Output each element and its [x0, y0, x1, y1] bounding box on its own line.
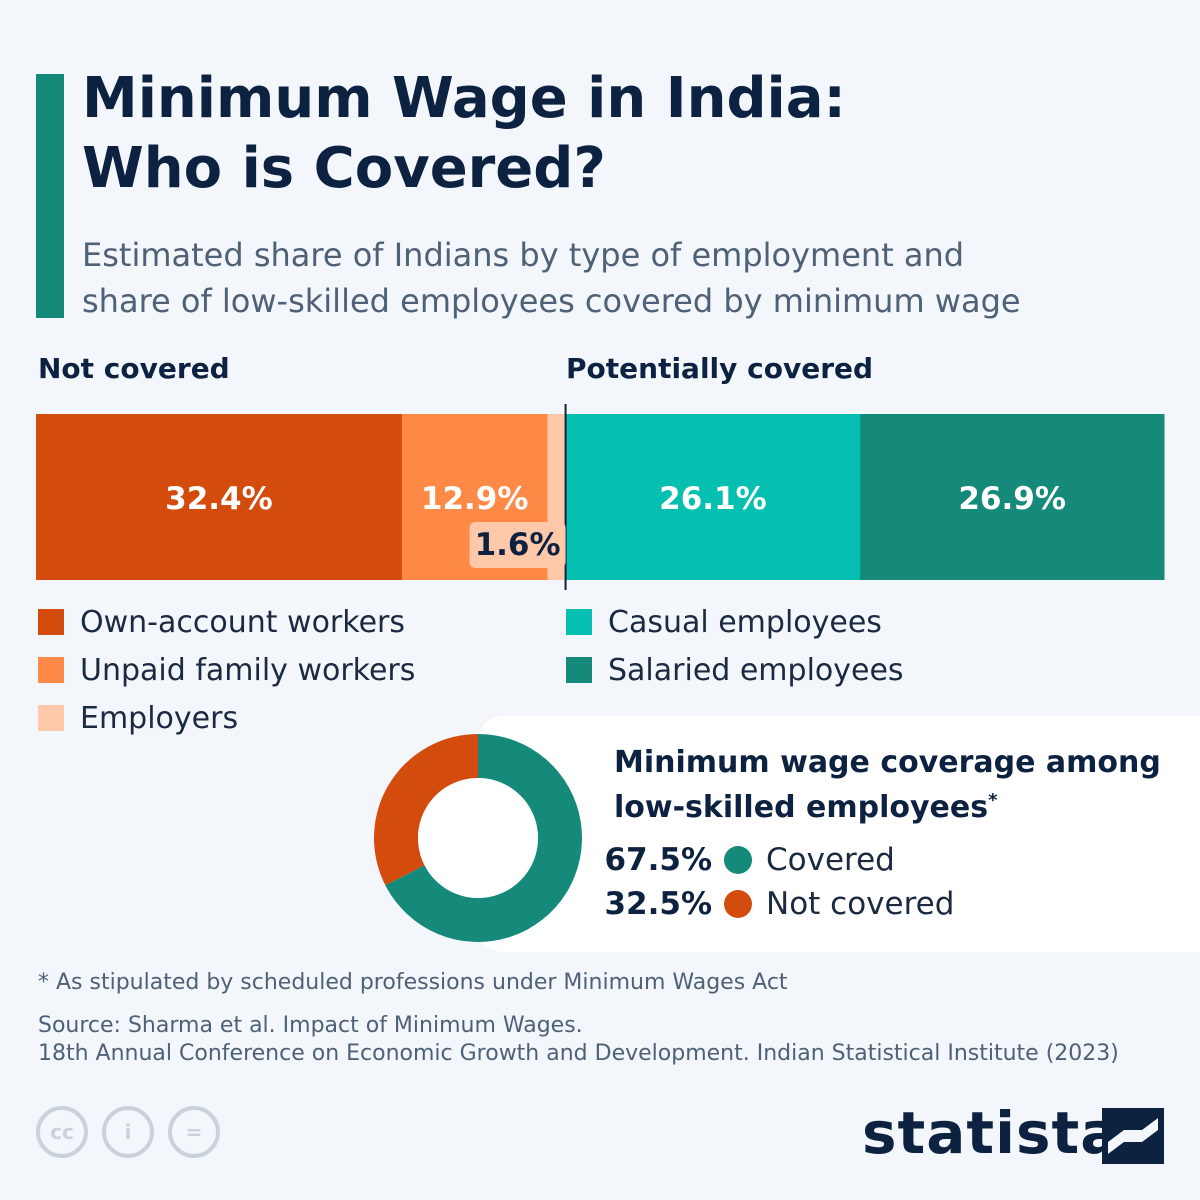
donut-slice-covered — [385, 734, 582, 942]
coverage-dot-not-covered — [724, 890, 752, 918]
legend-label: Unpaid family workers — [80, 652, 416, 688]
page-title: Minimum Wage in India: Who is Covered? — [82, 64, 1162, 204]
license-icons: cc i = — [36, 1106, 220, 1158]
subtitle-line-2: share of low-skilled employees covered b… — [82, 282, 1021, 320]
legend-label: Employers — [80, 700, 239, 736]
coverage-panel — [476, 716, 1200, 952]
legend-swatch-casual — [566, 609, 592, 635]
bar-label-salaried: 26.9% — [958, 481, 1066, 517]
bar-segment-own-account — [36, 414, 403, 580]
coverage-row-covered: 67.5% Covered — [600, 838, 895, 882]
coverage-row-not-covered: 32.5% Not covered — [600, 882, 954, 926]
title-line-2: Who is Covered? — [82, 136, 606, 201]
legend-label: Own-account workers — [80, 604, 405, 640]
bar-segment-casual — [565, 414, 861, 580]
statista-wordmark[interactable]: statista — [862, 1099, 1121, 1167]
attribution-icon[interactable]: i — [102, 1106, 154, 1158]
legend-swatch-salaried — [566, 657, 592, 683]
legend-item-own-account: Own-account workers — [38, 598, 415, 646]
donut-hole — [418, 778, 538, 898]
coverage-title-text: Minimum wage coverage among low-skilled … — [614, 745, 1161, 825]
bar-label-casual: 26.1% — [659, 481, 767, 517]
coverage-title: Minimum wage coverage among low-skilled … — [614, 744, 1174, 827]
title-line-1: Minimum Wage in India: — [82, 66, 846, 131]
stacked-bar-chart: 32.4% 12.9% 26.1% 26.9% 1.6% — [36, 404, 1165, 590]
coverage-value-not-covered: 32.5% — [604, 886, 712, 922]
subtitle-line-1: Estimated share of Indians by type of em… — [82, 236, 965, 274]
legend-item-unpaid-family: Unpaid family workers — [38, 646, 415, 694]
group-label-potentially-covered: Potentially covered — [566, 352, 874, 385]
legend-swatch-employers — [38, 705, 64, 731]
legend-swatch-unpaid-family — [38, 657, 64, 683]
bar-callout-employers — [469, 522, 566, 568]
legend-item-salaried: Salaried employees — [566, 646, 904, 694]
footnote: * As stipulated by scheduled professions… — [38, 970, 788, 995]
source-line-1: Source: Sharma et al. Impact of Minimum … — [38, 1013, 583, 1038]
subtitle: Estimated share of Indians by type of em… — [82, 232, 1182, 324]
coverage-label-not-covered: Not covered — [766, 886, 955, 922]
legend-potentially-covered: Casual employees Salaried employees — [566, 598, 904, 694]
bar-segment-salaried — [860, 414, 1165, 580]
legend-item-casual: Casual employees — [566, 598, 904, 646]
legend-label: Casual employees — [608, 604, 882, 640]
no-derivatives-icon[interactable]: = — [168, 1106, 220, 1158]
statista-logo-mark — [1108, 1118, 1158, 1154]
legend-not-covered: Own-account workers Unpaid family worker… — [38, 598, 415, 742]
coverage-dot-covered — [724, 846, 752, 874]
coverage-value-covered: 67.5% — [604, 842, 712, 878]
creative-commons-icon[interactable]: cc — [36, 1106, 88, 1158]
source: Source: Sharma et al. Impact of Minimum … — [38, 1012, 1188, 1068]
coverage-donut-chart — [374, 734, 582, 942]
legend-item-employers: Employers — [38, 694, 415, 742]
statista-logo-icon[interactable] — [1102, 1108, 1164, 1164]
bar-label-own-account: 32.4% — [165, 481, 273, 517]
legend-label: Salaried employees — [608, 652, 904, 688]
bar-label-employers: 1.6% — [475, 527, 561, 563]
group-label-not-covered: Not covered — [38, 352, 230, 385]
title-accent-bar — [36, 74, 64, 318]
coverage-label-covered: Covered — [766, 842, 895, 878]
bar-label-unpaid-family: 12.9% — [421, 481, 529, 517]
donut-slice-not-covered — [374, 734, 478, 886]
source-line-2: 18th Annual Conference on Economic Growt… — [38, 1041, 1119, 1066]
coverage-title-marker: * — [988, 790, 998, 811]
legend-swatch-own-account — [38, 609, 64, 635]
